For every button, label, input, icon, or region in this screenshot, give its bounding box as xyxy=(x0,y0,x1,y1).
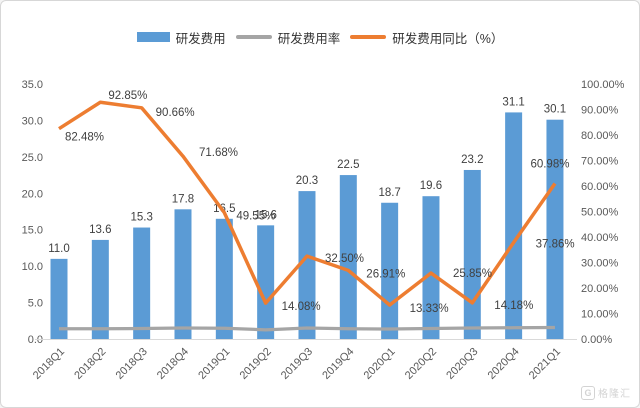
legend-item-rd-expense: 研发费用 xyxy=(136,28,226,47)
line-swatch-icon xyxy=(350,35,387,39)
legend-label: 研发费用 xyxy=(175,31,226,46)
yoy-value-label: 32.50% xyxy=(325,253,364,265)
yoy-value-label: 13.33% xyxy=(410,303,449,315)
bar-value-label: 17.8 xyxy=(172,193,194,205)
x-tick-label: 2018Q4 xyxy=(155,346,191,382)
right-axis-tick: 20.00% xyxy=(581,283,619,295)
bar-2019Q3 xyxy=(298,191,316,339)
right-axis-tick: 40.00% xyxy=(581,232,619,244)
watermark: G 格隆汇 xyxy=(581,385,631,400)
right-axis-tick: 100.00% xyxy=(581,79,625,91)
right-axis-tick: 90.00% xyxy=(581,105,619,117)
x-tick-label: 2018Q3 xyxy=(114,346,150,382)
x-tick-label: 2019Q4 xyxy=(320,346,356,382)
yoy-value-label: 71.68% xyxy=(199,147,238,159)
x-tick-label: 2019Q2 xyxy=(238,346,274,382)
watermark-label: 格隆汇 xyxy=(598,389,631,400)
x-tick-label: 2020Q1 xyxy=(362,346,398,382)
bar-2018Q1 xyxy=(50,258,68,339)
bar-2021Q1 xyxy=(546,119,564,339)
yoy-value-label: 25.85% xyxy=(453,268,492,280)
bar-value-label: 22.5 xyxy=(337,159,359,171)
x-tick-label: 2020Q2 xyxy=(403,346,439,382)
bar-2019Q1 xyxy=(215,218,233,339)
left-axis-tick: 5.0 xyxy=(28,298,43,310)
yoy-value-label: 49.55% xyxy=(236,211,275,223)
bar-2020Q1 xyxy=(381,202,399,339)
right-axis-tick: 70.00% xyxy=(581,156,619,168)
left-axis-tick: 10.0 xyxy=(22,261,43,273)
right-axis-tick: 30.00% xyxy=(581,258,619,270)
bar-value-label: 30.1 xyxy=(544,104,566,116)
bar-value-label: 31.1 xyxy=(502,96,524,108)
yoy-value-label: 37.86% xyxy=(536,238,575,250)
left-axis-tick: 30.0 xyxy=(22,115,43,127)
bar-2018Q4 xyxy=(174,209,192,339)
x-tick-label: 2019Q3 xyxy=(279,346,315,382)
bar-value-label: 13.6 xyxy=(89,224,111,236)
bar-swatch-icon xyxy=(136,32,170,42)
rate-line xyxy=(59,325,555,332)
x-tick-label: 2020Q4 xyxy=(486,346,522,382)
right-axis-tick: 80.00% xyxy=(581,130,619,142)
bar-2019Q4 xyxy=(339,175,357,339)
right-axis-tick: 0.00% xyxy=(581,334,612,346)
bar-value-label: 15.6 xyxy=(254,209,276,221)
left-axis-tick: 25.0 xyxy=(22,152,43,164)
line-swatch-icon xyxy=(235,35,272,39)
legend-label: 研发费用同比（%） xyxy=(392,31,504,46)
bar-2019Q2 xyxy=(257,225,275,339)
legend-item-rd-expense-yoy: 研发费用同比（%） xyxy=(350,28,503,47)
legend-item-rd-expense-rate: 研发费用率 xyxy=(235,28,341,47)
x-tick-label: 2018Q2 xyxy=(72,346,108,382)
left-axis-tick: 15.0 xyxy=(22,225,43,237)
yoy-value-label: 92.85% xyxy=(108,90,147,102)
bar-value-label: 18.7 xyxy=(378,187,400,199)
bar-2018Q2 xyxy=(91,239,109,339)
gelonghui-logo-icon: G xyxy=(581,385,595,400)
x-tick-label: 2018Q1 xyxy=(31,346,67,382)
bar-value-label: 20.3 xyxy=(296,175,318,187)
bar-2020Q4 xyxy=(505,112,523,340)
bar-value-label: 19.6 xyxy=(420,180,442,192)
left-axis-tick: 20.0 xyxy=(22,188,43,200)
right-axis-tick: 60.00% xyxy=(581,181,619,193)
bar-2020Q2 xyxy=(422,196,440,339)
bar-2018Q3 xyxy=(133,227,151,339)
yoy-value-label: 82.48% xyxy=(65,132,104,144)
yoy-value-label: 60.98% xyxy=(530,159,569,171)
x-tick-label: 2020Q3 xyxy=(444,346,480,382)
x-tick-label: 2021Q1 xyxy=(527,346,563,382)
chart-legend: 研发费用 研发费用率 研发费用同比（%） xyxy=(1,28,639,46)
yoy-line xyxy=(58,100,557,307)
yoy-value-label: 90.66% xyxy=(156,107,195,119)
right-axis-tick: 10.00% xyxy=(581,309,619,321)
left-axis-tick: 35.0 xyxy=(22,79,43,91)
yoy-value-label: 26.91% xyxy=(366,268,405,280)
yoy-value-label: 14.08% xyxy=(282,301,321,313)
bar-2020Q3 xyxy=(463,169,481,339)
legend-label: 研发费用率 xyxy=(277,31,341,46)
x-tick-label: 2019Q1 xyxy=(196,346,232,382)
bar-value-label: 15.3 xyxy=(130,212,152,224)
bar-value-label: 23.2 xyxy=(461,154,483,166)
right-axis-tick: 50.00% xyxy=(581,207,619,219)
bar-value-label: 11.0 xyxy=(48,243,70,255)
yoy-value-label: 14.18% xyxy=(494,300,533,312)
